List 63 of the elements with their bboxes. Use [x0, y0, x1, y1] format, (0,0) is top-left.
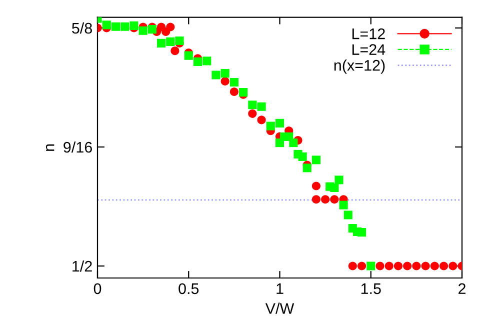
point [344, 210, 352, 220]
point [394, 262, 402, 270]
point [348, 262, 357, 270]
point [120, 22, 130, 31]
x-axis-title: V/W [265, 302, 294, 314]
point [266, 122, 275, 130]
point [312, 156, 320, 164]
point [202, 56, 212, 66]
point [334, 176, 344, 184]
x-tick-label: 2 [458, 283, 466, 294]
point [412, 262, 421, 270]
point [193, 57, 202, 66]
point [430, 262, 439, 270]
point [376, 262, 384, 270]
point [330, 183, 339, 192]
legend-label: n(x=12) [334, 60, 385, 74]
point [439, 262, 448, 270]
point [212, 70, 220, 80]
point [230, 87, 238, 96]
point [403, 262, 412, 270]
point [448, 262, 458, 270]
x-tick-label: 0 [94, 283, 102, 294]
point [248, 109, 257, 118]
point [366, 262, 376, 270]
y-tick-label: 9/16 [64, 141, 92, 153]
point [138, 26, 148, 35]
point [298, 152, 307, 161]
point [130, 21, 138, 30]
point [357, 228, 366, 237]
point [166, 22, 175, 32]
y-tick-label: 5/8 [72, 22, 92, 34]
y-tick-label: 1/2 [72, 260, 92, 272]
point [111, 22, 120, 31]
point [257, 116, 266, 124]
point [257, 102, 266, 111]
point [321, 195, 330, 204]
point [102, 20, 111, 30]
point [170, 46, 180, 56]
point [330, 195, 339, 204]
y-axis-title: n [46, 144, 54, 151]
point [220, 77, 230, 86]
point [157, 38, 166, 48]
point [312, 182, 320, 190]
point [175, 36, 184, 46]
point [289, 138, 298, 148]
point [421, 262, 430, 270]
point [220, 69, 230, 78]
legend-label: L=12 [352, 28, 385, 40]
point [312, 195, 320, 204]
legend-label: L=24 [352, 44, 386, 55]
point [275, 118, 284, 128]
point [248, 100, 257, 110]
point [339, 200, 348, 210]
point [357, 262, 366, 270]
point [184, 51, 193, 60]
x-tick-label: 1 [276, 283, 284, 294]
x-tick-label: 0.5 [178, 283, 199, 294]
point [302, 164, 312, 172]
point [148, 25, 156, 34]
point [230, 78, 238, 87]
point [166, 37, 175, 46]
x-tick-label: 1.5 [361, 283, 381, 294]
point [384, 262, 394, 270]
